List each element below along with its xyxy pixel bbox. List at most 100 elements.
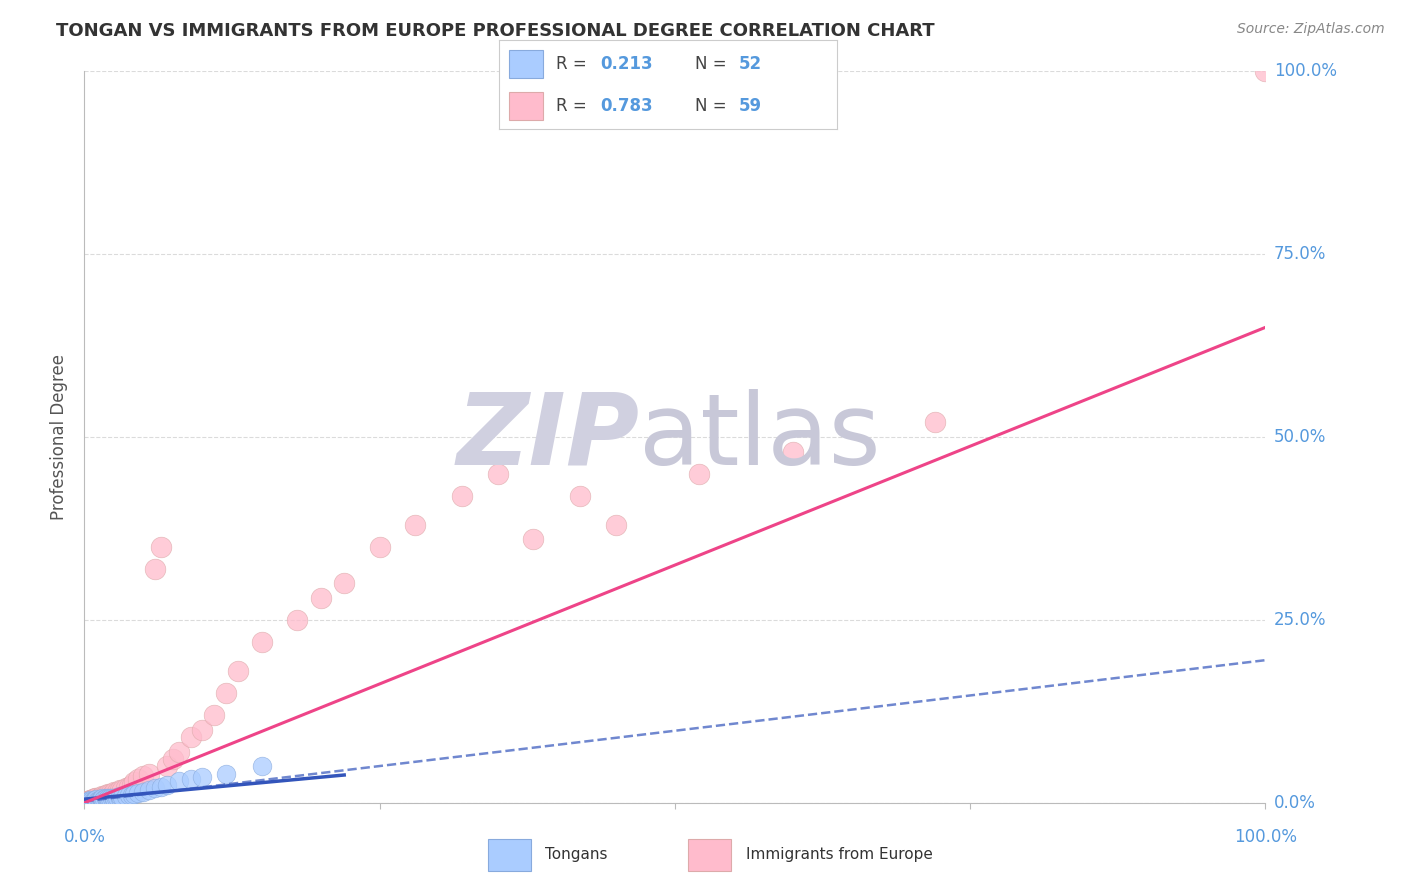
Text: 0.0%: 0.0% <box>1274 794 1316 812</box>
Point <box>105 791 128 805</box>
Point <box>91 789 114 804</box>
Text: Tongans: Tongans <box>546 847 607 862</box>
Bar <box>509 50 543 78</box>
Point <box>90 789 112 804</box>
Point <box>127 786 149 800</box>
Point <box>111 789 134 804</box>
Point <box>94 791 117 805</box>
Point <box>87 790 110 805</box>
Bar <box>689 839 731 871</box>
Point <box>121 788 143 802</box>
Point <box>191 770 214 784</box>
Point <box>89 793 111 807</box>
Point <box>215 686 238 700</box>
Point <box>114 789 136 804</box>
Text: 100.0%: 100.0% <box>1234 828 1296 846</box>
Text: 52: 52 <box>738 55 762 73</box>
Point <box>80 793 103 807</box>
Point <box>156 759 179 773</box>
Point <box>82 794 104 808</box>
Text: 0.213: 0.213 <box>600 55 652 73</box>
Text: N =: N = <box>695 55 731 73</box>
Point <box>132 785 155 799</box>
Text: Immigrants from Europe: Immigrants from Europe <box>745 847 932 862</box>
Point <box>82 792 104 806</box>
Point <box>84 793 107 807</box>
Text: R =: R = <box>557 55 592 73</box>
Point <box>76 794 98 808</box>
Point <box>569 489 592 503</box>
Point <box>77 795 100 809</box>
Point <box>79 794 101 808</box>
Text: N =: N = <box>695 97 731 115</box>
Point <box>83 792 105 806</box>
Point <box>309 591 332 605</box>
Point <box>486 467 509 481</box>
Point <box>87 793 110 807</box>
Point <box>167 773 190 788</box>
Point <box>127 772 149 787</box>
Point <box>108 790 131 805</box>
Point <box>91 792 114 806</box>
Point <box>121 778 143 792</box>
Point <box>103 786 125 800</box>
Point <box>77 794 100 808</box>
Point <box>180 730 202 744</box>
Y-axis label: Professional Degree: Professional Degree <box>51 354 69 520</box>
Point <box>93 792 115 806</box>
Text: 25.0%: 25.0% <box>1274 611 1326 629</box>
Text: 50.0%: 50.0% <box>1274 428 1326 446</box>
Point <box>782 444 804 458</box>
Point <box>89 790 111 805</box>
Point <box>451 489 474 503</box>
Point <box>226 664 249 678</box>
Point <box>98 790 121 805</box>
Point <box>118 789 141 803</box>
Point <box>138 782 160 797</box>
Point <box>97 791 120 805</box>
Point <box>191 723 214 737</box>
Point <box>103 785 125 799</box>
Point <box>143 562 166 576</box>
Point <box>108 782 131 797</box>
Point <box>924 416 946 430</box>
Text: 0.783: 0.783 <box>600 97 652 115</box>
Point <box>250 759 273 773</box>
Point <box>84 793 107 807</box>
Point <box>122 775 145 789</box>
Point <box>84 791 107 805</box>
Point <box>688 467 710 481</box>
Point <box>86 794 108 808</box>
Point <box>84 792 107 806</box>
Text: atlas: atlas <box>640 389 882 485</box>
Point <box>167 745 190 759</box>
Point <box>97 787 120 801</box>
Point <box>138 766 160 780</box>
Point <box>143 781 166 796</box>
Text: 0.0%: 0.0% <box>63 828 105 846</box>
Point <box>132 769 155 783</box>
Point <box>150 540 173 554</box>
Point <box>285 613 308 627</box>
Point <box>118 780 141 794</box>
Point <box>103 790 125 805</box>
Text: 75.0%: 75.0% <box>1274 245 1326 263</box>
Point <box>80 794 103 808</box>
Text: TONGAN VS IMMIGRANTS FROM EUROPE PROFESSIONAL DEGREE CORRELATION CHART: TONGAN VS IMMIGRANTS FROM EUROPE PROFESS… <box>56 22 935 40</box>
Point <box>114 781 136 796</box>
Point <box>250 635 273 649</box>
Text: R =: R = <box>557 97 592 115</box>
Point <box>202 708 225 723</box>
Point <box>108 786 131 800</box>
Point <box>107 785 129 799</box>
Point <box>333 576 356 591</box>
Bar <box>488 839 530 871</box>
Point <box>1254 64 1277 78</box>
Point <box>98 792 121 806</box>
Point <box>605 517 627 532</box>
Point <box>84 794 107 808</box>
Text: Source: ZipAtlas.com: Source: ZipAtlas.com <box>1237 22 1385 37</box>
Point <box>94 789 117 803</box>
Point <box>107 789 129 804</box>
Point <box>79 794 101 808</box>
